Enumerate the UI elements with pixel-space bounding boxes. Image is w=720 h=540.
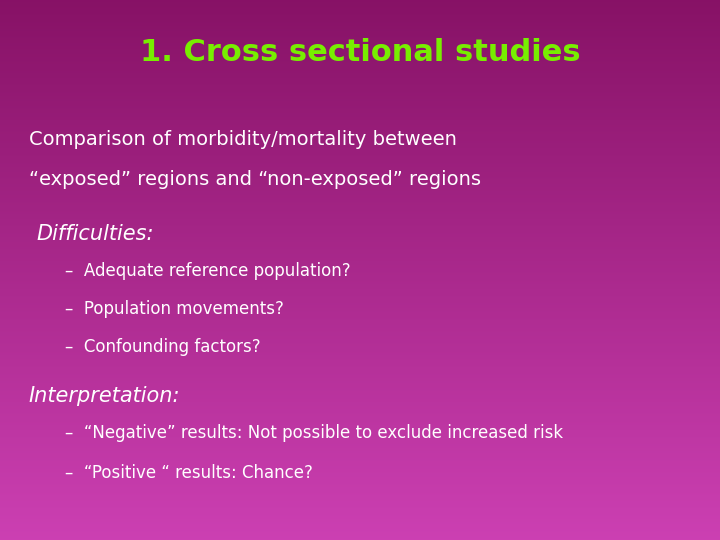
Text: Interpretation:: Interpretation: xyxy=(29,386,180,406)
Text: –  “Positive “ results: Chance?: – “Positive “ results: Chance? xyxy=(65,464,312,482)
Text: Comparison of morbidity/mortality between: Comparison of morbidity/mortality betwee… xyxy=(29,130,456,148)
Text: Difficulties:: Difficulties: xyxy=(36,224,153,244)
Text: 1. Cross sectional studies: 1. Cross sectional studies xyxy=(140,38,580,67)
Text: –  Population movements?: – Population movements? xyxy=(65,300,284,318)
Text: –  Confounding factors?: – Confounding factors? xyxy=(65,338,261,355)
Text: “exposed” regions and “non-exposed” regions: “exposed” regions and “non-exposed” regi… xyxy=(29,170,481,189)
Text: –  Adequate reference population?: – Adequate reference population? xyxy=(65,262,351,280)
Text: –  “Negative” results: Not possible to exclude increased risk: – “Negative” results: Not possible to ex… xyxy=(65,424,563,442)
